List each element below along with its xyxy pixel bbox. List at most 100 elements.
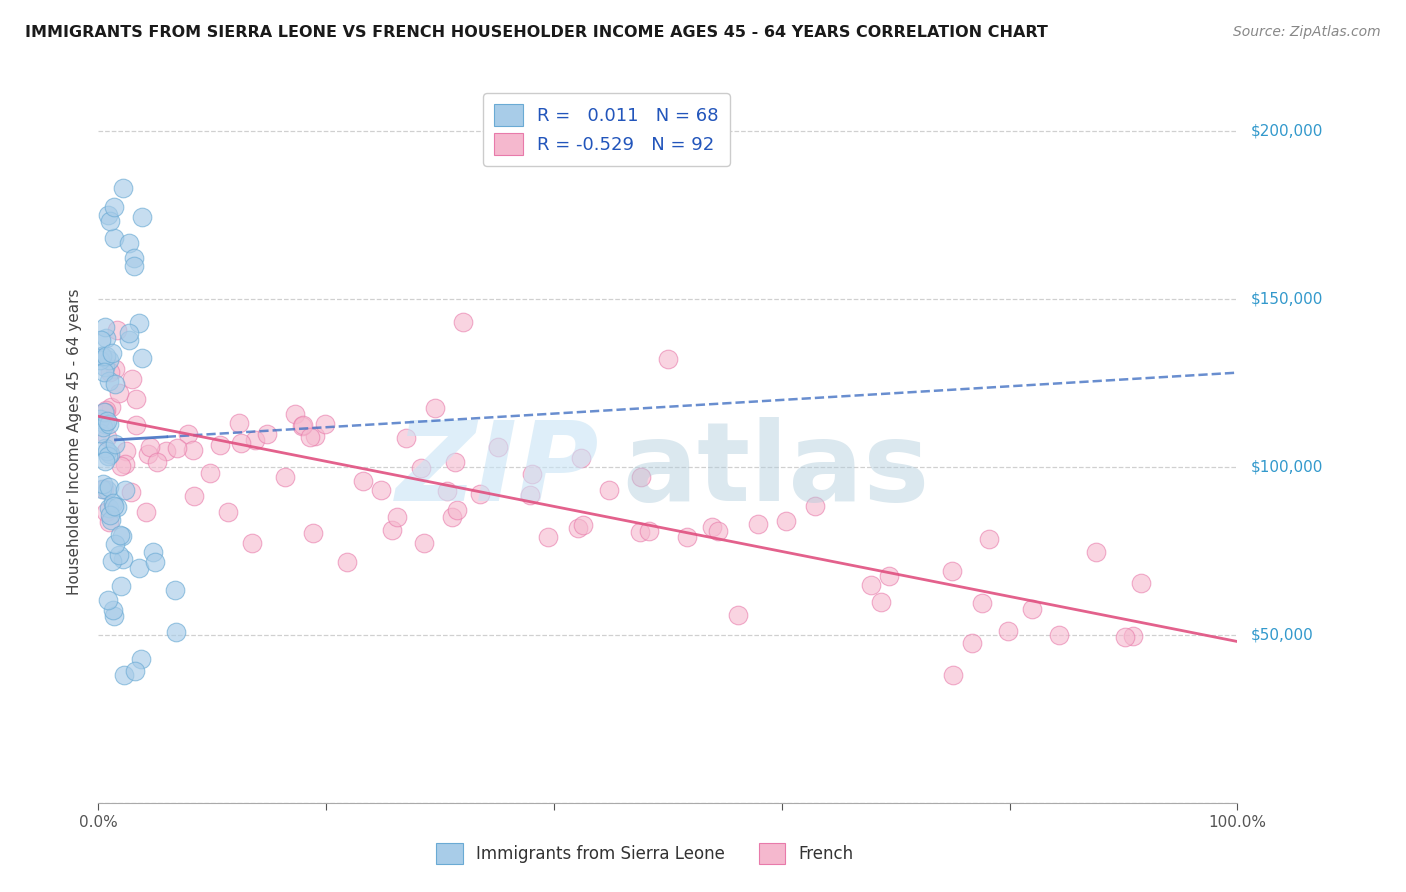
Point	[121, 372, 143, 386]
Point	[96, 349, 118, 363]
Point	[128, 560, 150, 574]
Point	[638, 524, 661, 538]
Point	[94, 320, 117, 334]
Point	[91, 419, 114, 434]
Point	[98, 417, 121, 431]
Point	[336, 555, 359, 569]
Point	[183, 442, 205, 457]
Point	[111, 529, 134, 543]
Point	[446, 503, 468, 517]
Point	[90, 334, 112, 348]
Point	[112, 181, 135, 195]
Point	[569, 451, 592, 466]
Point	[110, 579, 132, 593]
Point	[115, 444, 138, 458]
Point	[135, 505, 157, 519]
Point	[93, 365, 115, 379]
Point	[451, 315, 474, 329]
Point	[138, 440, 160, 454]
Point	[747, 516, 769, 531]
Point	[979, 532, 1001, 546]
Point	[136, 447, 159, 461]
Point	[91, 483, 114, 497]
Point	[110, 528, 132, 542]
Point	[273, 470, 295, 484]
Point	[143, 555, 166, 569]
Point	[444, 454, 467, 468]
Point	[114, 457, 136, 471]
Point	[89, 353, 111, 368]
Point	[775, 514, 797, 528]
Point	[94, 417, 117, 431]
Text: $200,000: $200,000	[1251, 123, 1323, 138]
Point	[385, 509, 408, 524]
Point	[146, 454, 169, 468]
Point	[304, 429, 326, 443]
Point	[177, 426, 200, 441]
Point	[94, 403, 117, 417]
Point	[1021, 601, 1043, 615]
Point	[519, 488, 541, 502]
Point	[96, 430, 118, 444]
Point	[129, 651, 152, 665]
Point	[869, 595, 891, 609]
Point	[298, 430, 321, 444]
Point	[100, 512, 122, 526]
Point	[997, 624, 1019, 638]
Point	[423, 401, 446, 415]
Point	[125, 392, 148, 407]
Y-axis label: Householder Income Ages 45 - 64 years: Householder Income Ages 45 - 64 years	[67, 288, 83, 595]
Legend: Immigrants from Sierra Leone, French: Immigrants from Sierra Leone, French	[430, 837, 860, 871]
Text: IMMIGRANTS FROM SIERRA LEONE VS FRENCH HOUSEHOLDER INCOME AGES 45 - 64 YEARS COR: IMMIGRANTS FROM SIERRA LEONE VS FRENCH H…	[25, 25, 1049, 40]
Point	[243, 433, 266, 447]
Point	[166, 441, 188, 455]
Point	[98, 214, 121, 228]
Point	[120, 484, 142, 499]
Point	[370, 483, 392, 497]
Point	[110, 458, 132, 473]
Point	[118, 333, 141, 347]
Point	[256, 426, 278, 441]
Text: Source: ZipAtlas.com: Source: ZipAtlas.com	[1233, 25, 1381, 39]
Text: atlas: atlas	[623, 417, 929, 524]
Point	[381, 523, 404, 537]
Point	[94, 505, 117, 519]
Text: $100,000: $100,000	[1251, 459, 1323, 475]
Point	[183, 489, 205, 503]
Point	[131, 210, 153, 224]
Point	[103, 609, 125, 624]
Point	[96, 208, 118, 222]
Point	[163, 582, 186, 597]
Point	[93, 476, 115, 491]
Point	[89, 412, 111, 426]
Point	[217, 505, 239, 519]
Point	[522, 467, 544, 482]
Text: $150,000: $150,000	[1251, 291, 1323, 306]
Point	[1129, 576, 1152, 591]
Point	[1114, 630, 1136, 644]
Point	[572, 518, 595, 533]
Point	[628, 525, 651, 540]
Point	[98, 447, 121, 461]
Point	[122, 259, 145, 273]
Point	[1122, 628, 1144, 642]
Point	[97, 501, 120, 516]
Point	[128, 316, 150, 330]
Point	[90, 349, 112, 363]
Point	[231, 436, 253, 450]
Point	[657, 352, 679, 367]
Point	[100, 508, 122, 523]
Point	[104, 362, 127, 376]
Point	[131, 351, 153, 365]
Point	[104, 376, 127, 391]
Point	[98, 365, 121, 379]
Point	[104, 437, 127, 451]
Text: $50,000: $50,000	[1251, 627, 1315, 642]
Point	[96, 414, 118, 428]
Point	[228, 416, 250, 430]
Point	[118, 235, 141, 250]
Point	[441, 510, 464, 524]
Point	[93, 441, 115, 455]
Point	[291, 418, 314, 433]
Point	[142, 545, 165, 559]
